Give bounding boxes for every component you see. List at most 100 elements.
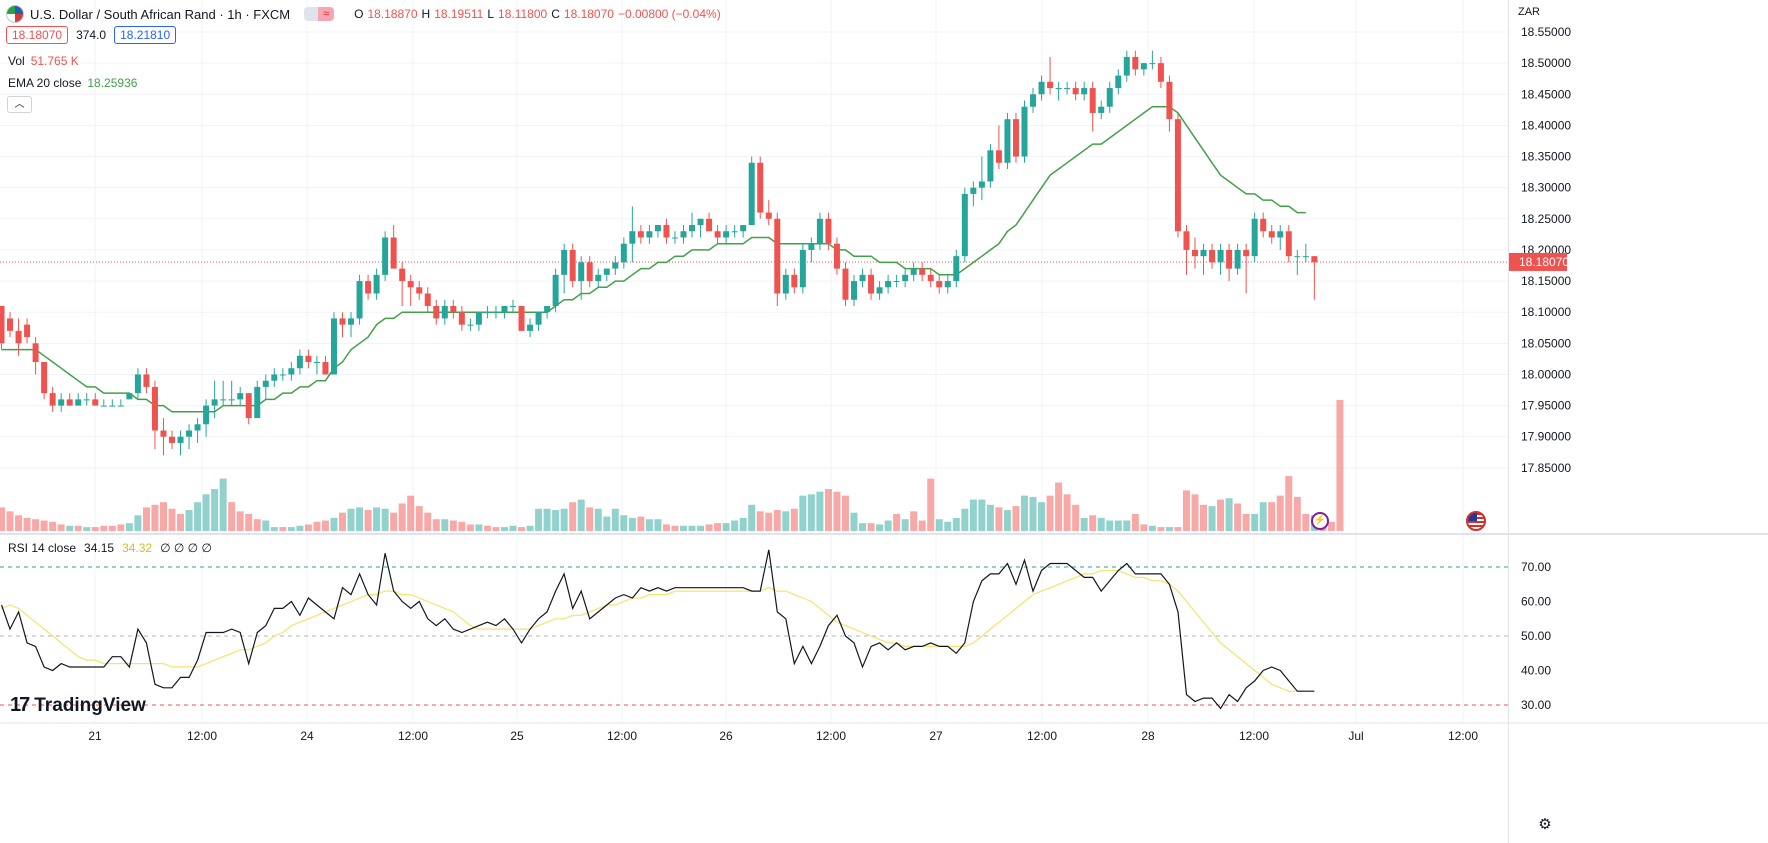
tradingview-logo[interactable]: 17 TradingView xyxy=(10,694,146,717)
candle xyxy=(1268,225,1275,244)
volume-bar xyxy=(816,491,824,531)
volume-bar xyxy=(969,499,977,531)
candle-body xyxy=(944,281,951,288)
volume-bar xyxy=(125,523,133,531)
price-tick-label: 18.35000 xyxy=(1521,150,1571,164)
volume-bar xyxy=(1046,495,1054,531)
low-label: L xyxy=(487,7,495,21)
candle-body xyxy=(697,218,704,226)
candle xyxy=(885,274,892,294)
candle xyxy=(569,243,576,288)
candle xyxy=(1123,50,1130,82)
volume-bar xyxy=(287,527,295,531)
candle xyxy=(612,256,619,275)
volume-bar xyxy=(1012,506,1020,531)
volume-bar xyxy=(236,511,244,531)
time-tick-label: 12:00 xyxy=(187,729,217,743)
volume-bar xyxy=(714,523,722,531)
candle xyxy=(1192,237,1198,269)
volume-label: Vol xyxy=(8,54,25,68)
candle xyxy=(936,274,943,294)
volume-bar xyxy=(671,525,679,531)
candle xyxy=(66,393,73,406)
close-label: C xyxy=(551,7,560,21)
candle-body xyxy=(893,281,900,283)
lightning-event-icon[interactable]: ⚡ xyxy=(1311,512,1329,530)
candle xyxy=(186,424,193,450)
rsi-legend[interactable]: RSI 14 close 34.15 34.32 ∅ ∅ ∅ ∅ xyxy=(8,541,212,555)
settings-gear-icon[interactable]: ⚙ xyxy=(1538,816,1552,833)
us-event-flag-icon[interactable] xyxy=(1466,511,1486,531)
volume-bar xyxy=(245,513,253,531)
candle-body xyxy=(706,218,713,232)
symbol-title[interactable]: U.S. Dollar / South African Rand · 1h · … xyxy=(30,6,291,22)
candle xyxy=(441,299,448,325)
candle xyxy=(808,237,815,263)
volume-bar xyxy=(645,519,653,531)
candle-body xyxy=(433,305,440,319)
volume-bar xyxy=(1200,504,1208,531)
compare-toggle[interactable]: ≈ xyxy=(304,7,335,21)
volume-bar xyxy=(560,508,568,531)
candle-body xyxy=(322,362,329,375)
volume-legend[interactable]: Vol 51.765 K xyxy=(8,54,79,68)
volume-bar xyxy=(364,510,372,531)
candle xyxy=(203,399,210,437)
candle xyxy=(689,212,696,238)
volume-bar xyxy=(1123,520,1131,531)
sell-price-button[interactable]: 18.18070 xyxy=(6,26,69,44)
compare-pill-icon[interactable]: ≈ xyxy=(318,7,335,21)
candle-body xyxy=(296,355,303,369)
candle xyxy=(1226,243,1233,282)
candle xyxy=(24,318,31,344)
volume-value: 51.765 K xyxy=(30,54,79,68)
price-tick-label: 18.45000 xyxy=(1521,87,1571,101)
volume-bar xyxy=(441,519,449,531)
volume-bar xyxy=(535,508,543,531)
candle-body xyxy=(663,225,670,238)
candle xyxy=(910,262,917,282)
volume-bar xyxy=(680,525,687,531)
candle xyxy=(7,312,14,338)
collapse-legend-button[interactable]: ︿ xyxy=(7,96,32,113)
candle-body xyxy=(919,268,926,275)
volume-bar xyxy=(594,508,602,531)
candle-body xyxy=(987,150,994,182)
ema-legend[interactable]: EMA 20 close 18.25936 xyxy=(8,76,137,90)
buy-price-button[interactable]: 18.21810 xyxy=(114,26,177,44)
candle xyxy=(399,262,406,306)
candle-body xyxy=(83,399,90,401)
volume-bar xyxy=(1157,527,1165,531)
volume-bar xyxy=(185,510,193,531)
last-price-tag: 18.18070 xyxy=(1509,252,1569,271)
candle-body xyxy=(1098,106,1105,113)
candle xyxy=(1174,112,1181,238)
candle xyxy=(58,393,65,412)
volume-bar xyxy=(74,525,82,531)
currency-label[interactable]: ZAR xyxy=(1518,6,1540,18)
volume-bar xyxy=(49,521,57,531)
candle xyxy=(160,418,167,456)
volume-bar xyxy=(518,527,526,531)
candle xyxy=(49,386,56,412)
candle-body xyxy=(885,281,892,288)
candle-body xyxy=(748,162,755,226)
compare-pill-left[interactable] xyxy=(304,7,319,21)
volume-bar xyxy=(1182,490,1190,531)
candle xyxy=(348,312,355,338)
candle-body xyxy=(1132,56,1139,70)
candle-body xyxy=(765,212,772,219)
volume-bar xyxy=(1140,524,1148,531)
candle-body xyxy=(995,150,1002,163)
volume-bar xyxy=(134,515,142,531)
candle-body xyxy=(416,287,423,294)
candle xyxy=(41,362,48,400)
symbol-header: U.S. Dollar / South African Rand · 1h · … xyxy=(6,4,721,24)
rsi-tick-label: 30.00 xyxy=(1521,698,1551,712)
candle-body xyxy=(552,274,559,306)
candle-body xyxy=(424,293,431,306)
volume-bar xyxy=(483,525,491,531)
candle xyxy=(748,156,755,226)
volume-bar xyxy=(586,507,594,531)
